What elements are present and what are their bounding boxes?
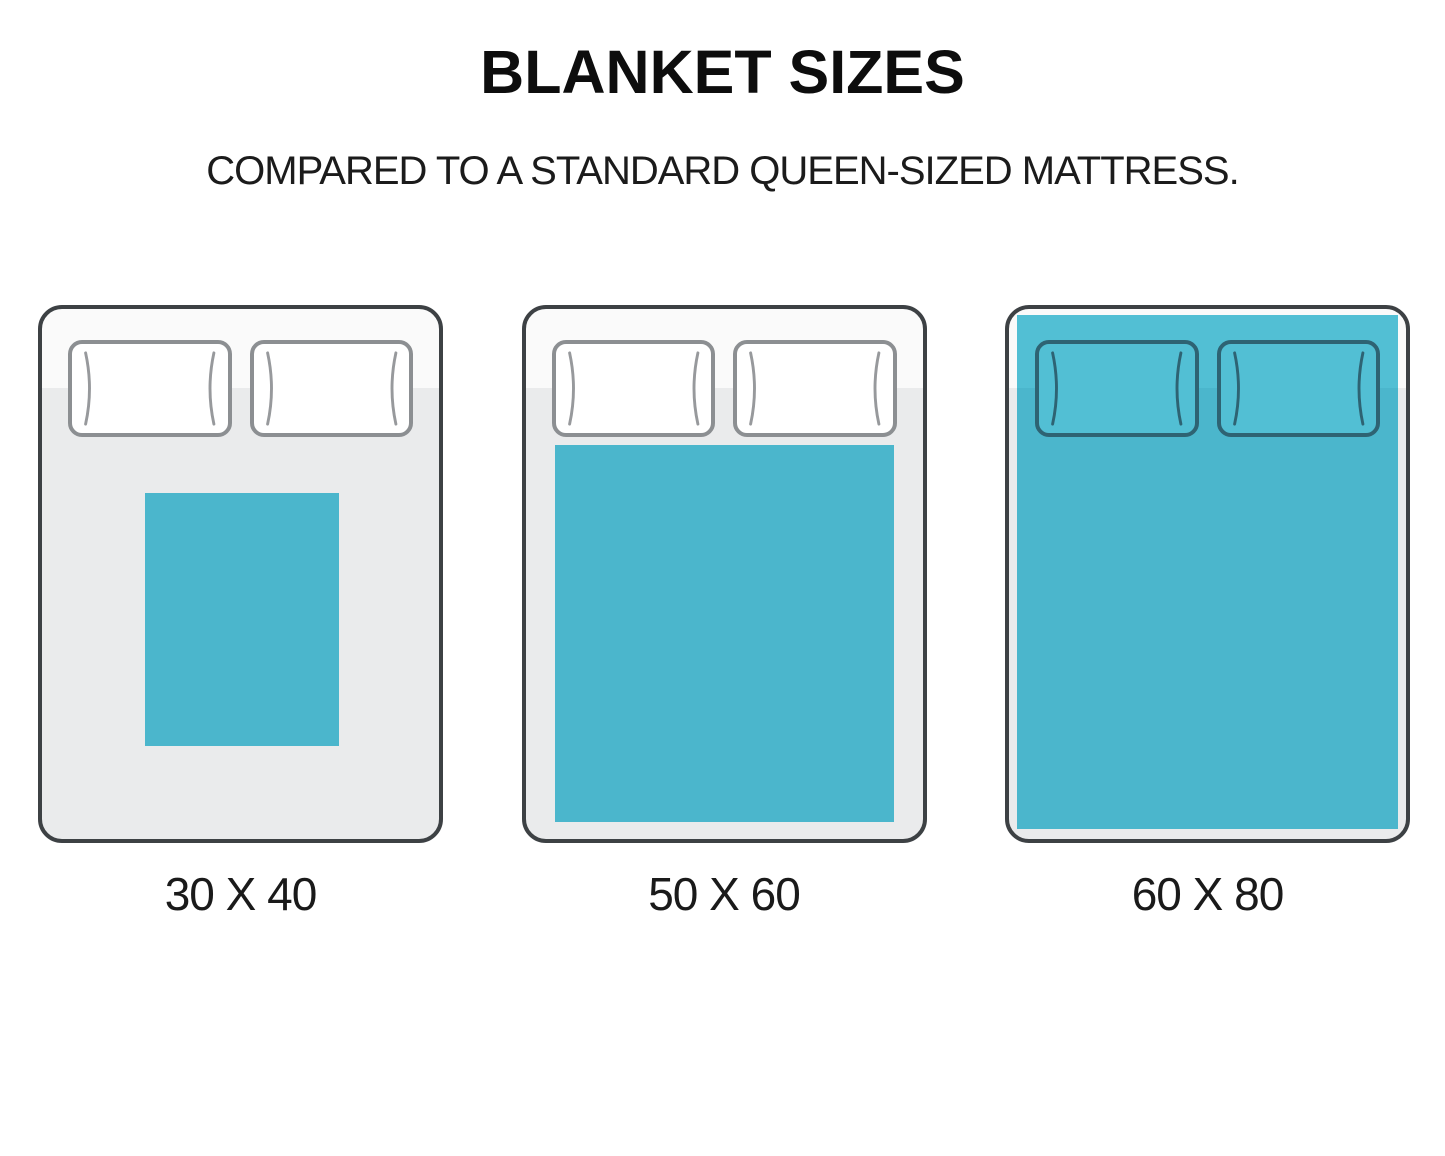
pillow-left-icon <box>68 340 232 437</box>
blanket-30x40 <box>145 493 339 746</box>
pillow-crease-icon <box>84 351 216 426</box>
pillow-crease-icon <box>1232 351 1364 426</box>
pillow-left-icon <box>1035 340 1199 437</box>
bed-size-label: 60 X 80 <box>1131 868 1285 920</box>
bed-group-60x80: 60 X 80 <box>1005 305 1410 921</box>
pillow-crease-icon <box>567 351 699 426</box>
page-subtitle: COMPARED TO A STANDARD QUEEN-SIZED MATTR… <box>206 149 1239 194</box>
beds-row: 30 X 40 <box>38 305 1410 921</box>
pillow-crease-icon <box>1051 351 1183 426</box>
pillow-right-icon <box>733 340 897 437</box>
mattress-icon <box>38 305 443 843</box>
pillow-left-icon <box>551 340 715 437</box>
pillow-row <box>68 340 413 437</box>
pillow-crease-icon <box>265 351 397 426</box>
bed-group-50x60: 50 X 60 <box>521 305 927 921</box>
bed-size-label: 30 X 40 <box>164 868 318 920</box>
pillow-row <box>551 340 897 437</box>
bed-group-30x40: 30 X 40 <box>38 305 443 921</box>
bed-size-label: 50 X 60 <box>648 868 801 920</box>
pillow-right-icon <box>249 340 413 437</box>
mattress-icon <box>521 305 927 843</box>
pillow-crease-icon <box>749 351 881 426</box>
mattress-icon <box>1005 305 1410 843</box>
blanket-50x60 <box>554 445 894 822</box>
pillow-row <box>1035 340 1380 437</box>
page-title: BLANKET SIZES <box>480 38 965 106</box>
pillow-right-icon <box>1216 340 1380 437</box>
header: BLANKET SIZES COMPARED TO A STANDARD QUE… <box>0 0 1445 192</box>
